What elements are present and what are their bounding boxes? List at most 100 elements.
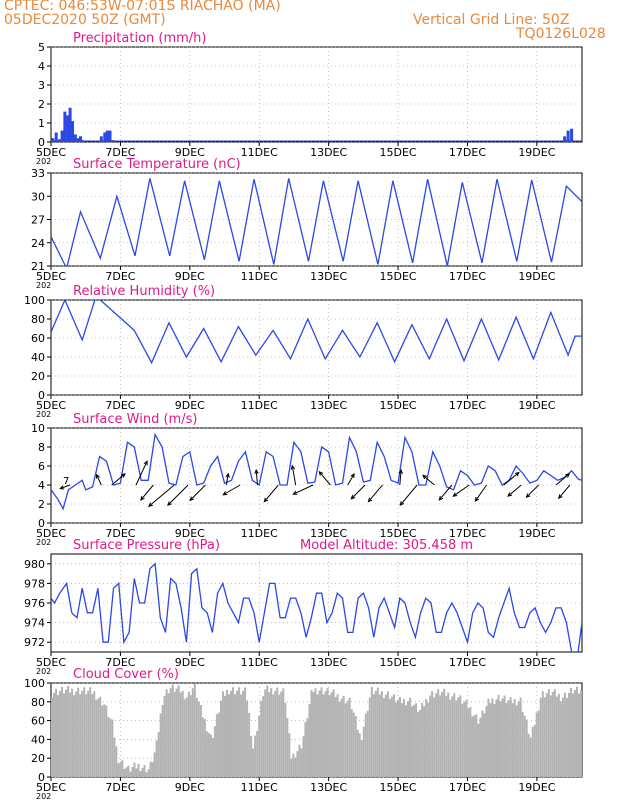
cloud-bar xyxy=(284,702,287,777)
cloud-bar xyxy=(105,705,108,777)
precip-bar xyxy=(71,121,75,142)
cloud-bar xyxy=(147,769,150,777)
cloud-bar xyxy=(161,705,164,777)
panel-wind: 5DEC 7DEC 9DEC 11DEC 13DEC 15DEC 17DEC 19DEC202… xyxy=(31,412,583,547)
cloud-bar xyxy=(338,701,341,777)
cloud-bar xyxy=(370,686,373,777)
header-grid-note: Vertical Grid Line: 50Z xyxy=(413,12,570,28)
wind-vector-arrow xyxy=(225,472,230,486)
cloud-bar xyxy=(79,694,82,777)
y-tick-label: 80 xyxy=(31,696,45,709)
cloud-bar xyxy=(262,696,265,777)
x-tick-label: 15DEC xyxy=(380,781,417,794)
x-tick-label: 7DEC xyxy=(105,146,135,159)
x-tick-label: 19DEC xyxy=(518,656,555,669)
x-tick-label: 11DEC xyxy=(241,270,278,283)
cloud-bar xyxy=(207,732,210,777)
panel-precip: 5DEC 7DEC 9DEC 11DEC 13DEC 15DEC 17DEC 19DEC202… xyxy=(36,31,583,166)
cloud-bar xyxy=(238,687,241,777)
x-tick-label: 13DEC xyxy=(310,656,347,669)
y-tick-label: 100 xyxy=(24,294,45,307)
cloud-bar xyxy=(119,761,122,777)
cloud-bar xyxy=(358,733,361,777)
panel-title: Relative Humidity (%) xyxy=(73,284,215,299)
cloud-bar xyxy=(171,684,174,777)
cloud-bar xyxy=(571,693,574,777)
x-tick-label: 7DEC xyxy=(105,656,135,669)
cloud-bar xyxy=(135,768,138,777)
x-tick-label: 17DEC xyxy=(449,656,486,669)
x-tick-label: 17DEC xyxy=(449,146,486,159)
cloud-bar xyxy=(427,702,430,777)
cloud-bar xyxy=(298,744,301,777)
plot-area: 7 xyxy=(51,432,582,511)
cloud-bar xyxy=(457,697,460,777)
wind-vector-arrow xyxy=(422,474,435,486)
cloud-bar xyxy=(187,691,190,777)
cloud-bar xyxy=(185,697,188,777)
cloud-bar xyxy=(65,689,68,777)
cloud-bar xyxy=(143,764,146,777)
cloud-bar xyxy=(304,722,307,777)
cloud-bar xyxy=(437,689,440,777)
cloud-bar xyxy=(326,688,329,777)
cloud-bar xyxy=(407,701,410,777)
x-tick-label: 15DEC xyxy=(380,656,417,669)
cloud-bar xyxy=(487,698,490,777)
cloud-bar xyxy=(51,697,53,777)
cloud-bar xyxy=(368,697,371,777)
panel-cloud: 5DEC 7DEC 9DEC 11DEC 13DEC 15DEC 17DEC 19DEC202… xyxy=(24,667,583,800)
wind-vector-arrow xyxy=(398,468,403,486)
cloud-bar xyxy=(527,733,530,777)
cloud-bar xyxy=(413,704,416,777)
cloud-bar xyxy=(85,694,88,777)
x-tick-label: 11DEC xyxy=(241,656,278,669)
cloud-bar xyxy=(111,719,114,777)
cloud-bar xyxy=(53,692,56,777)
cloud-bar xyxy=(398,696,401,777)
cloud-bar xyxy=(157,732,160,777)
cloud-bar xyxy=(71,688,74,777)
cloud-bar xyxy=(290,758,293,777)
cloud-bar xyxy=(205,731,208,777)
plot-area xyxy=(51,107,582,142)
y-tick-label: 2 xyxy=(38,498,45,511)
panel-frame xyxy=(50,299,583,396)
cloud-bar xyxy=(242,690,245,777)
cloud-bar xyxy=(515,705,518,777)
cloud-bar xyxy=(360,740,363,777)
cloud-bar xyxy=(491,698,494,777)
cloud-bar xyxy=(372,694,375,777)
cloud-bar xyxy=(423,706,426,777)
cloud-bar xyxy=(234,694,237,777)
x-tick-label: 15DEC xyxy=(380,270,417,283)
cloud-bar xyxy=(499,701,502,777)
cloud-bar xyxy=(501,698,504,777)
cloud-bar xyxy=(529,737,532,777)
cloud-bar xyxy=(374,690,377,777)
cloud-bar xyxy=(481,710,484,777)
cloud-bar xyxy=(569,687,572,777)
cloud-bar xyxy=(322,694,325,777)
panel-title: Surface Temperature (nC) xyxy=(73,157,241,172)
cloud-bar xyxy=(282,688,285,777)
cloud-bar xyxy=(95,699,98,777)
cloud-bar xyxy=(197,701,200,777)
cloud-bar xyxy=(149,761,152,777)
x-tick-label: 19DEC xyxy=(518,146,555,159)
y-tick-label: 33 xyxy=(31,167,45,180)
cloud-bar xyxy=(519,697,522,777)
cloud-bar xyxy=(366,710,369,777)
cloud-bar xyxy=(521,711,524,777)
cloud-bar xyxy=(211,738,214,777)
wind-vector-arrow xyxy=(263,484,279,503)
cloud-bar xyxy=(392,694,395,777)
cloud-bar xyxy=(61,686,64,777)
wind-vector-arrow xyxy=(558,484,571,500)
precip-bar xyxy=(570,128,574,142)
cloud-bar xyxy=(139,771,142,777)
y-tick-label: 0 xyxy=(38,771,45,784)
wind-vector-arrow xyxy=(111,473,126,486)
y-tick-label: 60 xyxy=(31,332,45,345)
precip-bar xyxy=(68,107,72,142)
